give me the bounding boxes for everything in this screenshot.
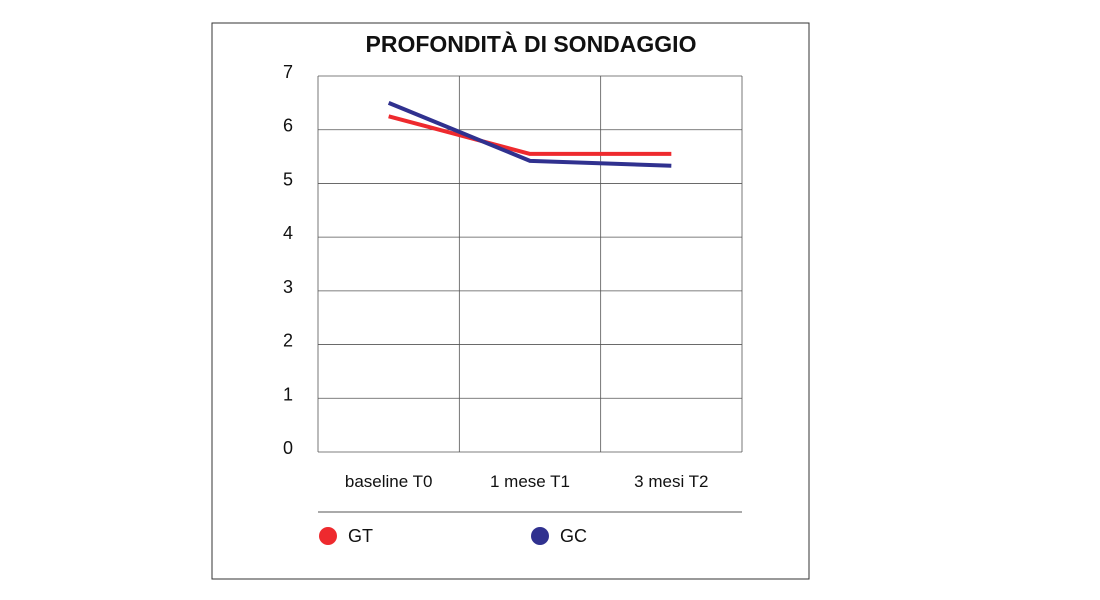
y-tick-label: 3 [283,277,293,297]
legend: GT GC [319,526,587,546]
x-category-label: baseline T0 [345,472,433,491]
legend-marker-gt [319,527,337,545]
y-tick-label: 7 [283,62,293,82]
legend-label-gt: GT [348,526,373,546]
legend-label-gc: GC [560,526,587,546]
x-category-label: 3 mesi T2 [634,472,708,491]
x-category-label: 1 mese T1 [490,472,570,491]
y-tick-label: 6 [283,116,293,136]
y-tick-label: 5 [283,169,293,189]
plot-grid [317,75,743,453]
chart-title: PROFONDITÀ DI SONDAGGIO [366,30,697,57]
y-tick-label: 1 [283,384,293,404]
chart-border [211,22,810,580]
y-axis-ticks: 0 1 2 3 4 5 6 7 [283,62,293,458]
y-tick-label: 4 [283,223,293,243]
y-tick-label: 0 [283,438,293,458]
y-tick-label: 2 [283,331,293,351]
legend-marker-gc [531,527,549,545]
series-line-gc [387,101,672,168]
series-lines [387,101,672,168]
series-line-gt [388,114,672,156]
x-axis-categories: baseline T0 1 mese T1 3 mesi T2 [345,472,709,491]
